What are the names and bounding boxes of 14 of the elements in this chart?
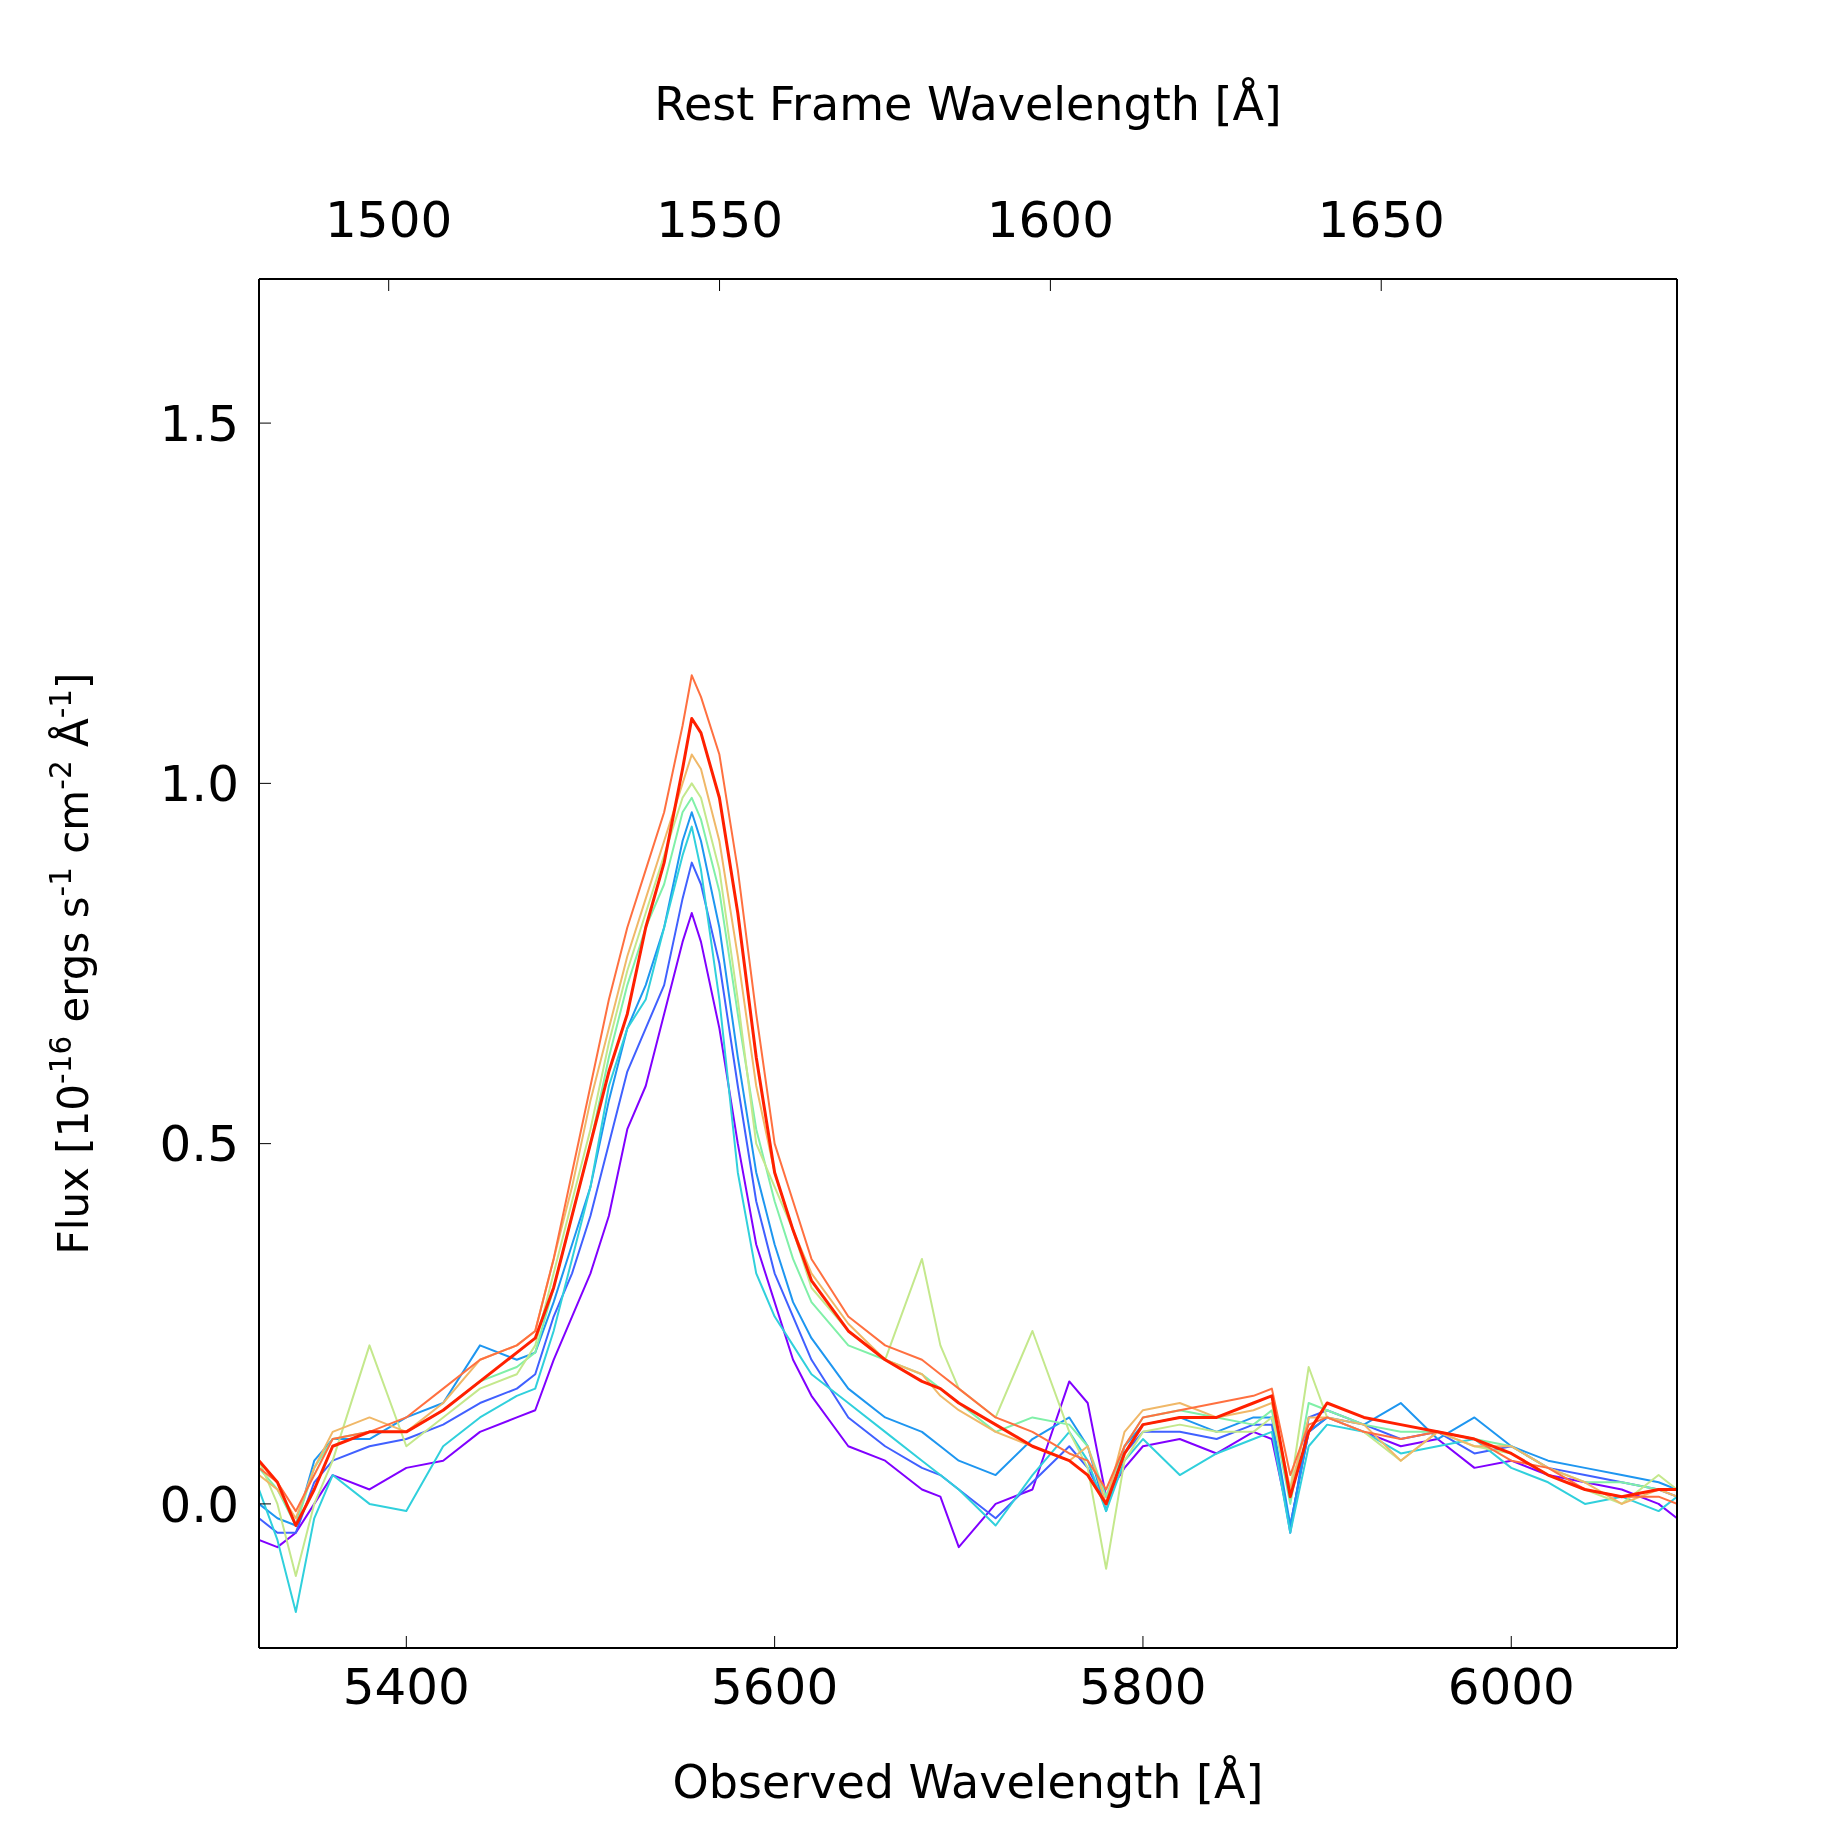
y-tick-label: 0.5 [159, 1115, 239, 1174]
x2-tick-label: 1600 [986, 191, 1115, 249]
x-axis-title: Observed Wavelength [Å] [672, 1755, 1264, 1809]
y-tick-label: 0.0 [159, 1475, 239, 1534]
x2-tick-label: 1650 [1317, 191, 1445, 249]
y-tick-label: 1.0 [159, 755, 239, 814]
x-tick-label: 5800 [1079, 1657, 1207, 1716]
x2-axis-title: Rest Frame Wavelength [Å] [654, 77, 1282, 131]
y-tick-label: 1.5 [159, 394, 239, 453]
x-tick-label: 6000 [1447, 1657, 1575, 1716]
x-tick-label: 5400 [342, 1657, 470, 1716]
x-tick-label: 5600 [711, 1657, 839, 1716]
x2-tick-label: 1500 [325, 191, 453, 249]
x2-tick-label: 1550 [655, 191, 784, 249]
